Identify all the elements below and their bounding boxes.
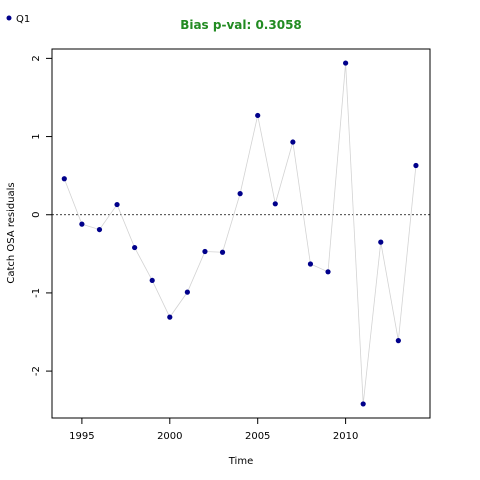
data-point-2006 <box>272 201 278 207</box>
x-axis-title: Time <box>228 456 253 467</box>
data-point-2009 <box>325 269 331 275</box>
legend-label-q1: Q1 <box>16 14 30 25</box>
data-point-1998 <box>132 244 138 251</box>
data-point-1994 <box>61 176 67 182</box>
legend-marker-q1 <box>6 15 12 21</box>
data-point-2002 <box>202 248 208 255</box>
y-tick-label--1: -1 <box>31 288 42 298</box>
data-point-2001 <box>184 289 190 295</box>
data-point-2007 <box>290 139 296 145</box>
data-point-2005 <box>255 112 261 119</box>
plot-frame <box>51 48 431 419</box>
data-point-2000 <box>167 314 173 320</box>
data-point-2004 <box>237 191 243 197</box>
y-tick-label-2: 2 <box>31 55 42 61</box>
data-point-2012 <box>378 239 384 245</box>
series-line-q1 <box>63 63 417 404</box>
data-point-2003 <box>219 249 226 255</box>
x-tick-label-1995: 1995 <box>69 431 94 442</box>
data-point-1997 <box>114 201 120 208</box>
x-tick-label-2010: 2010 <box>333 431 358 442</box>
data-point-2008 <box>307 261 314 267</box>
y-tick-label-0: 0 <box>31 212 42 218</box>
legend: Q1 <box>6 14 30 25</box>
data-point-2011 <box>360 401 366 407</box>
x-axis: 1995 2000 2005 2010 <box>69 418 358 442</box>
data-point-2010 <box>343 60 349 66</box>
data-points <box>61 60 419 407</box>
x-tick-label-2005: 2005 <box>245 431 270 442</box>
y-tick-label-1: 1 <box>31 133 42 139</box>
y-axis-title: Catch OSA residuals <box>6 182 17 283</box>
chart-title: Bias p-val: 0.3058 <box>180 18 302 32</box>
data-point-1995 <box>79 221 85 227</box>
data-point-2013 <box>395 338 401 344</box>
data-point-2014 <box>413 162 419 169</box>
y-tick-label--2: -2 <box>31 366 42 376</box>
data-point-1996 <box>96 226 103 233</box>
data-point-1999 <box>149 277 155 284</box>
x-tick-label-2000: 2000 <box>157 431 182 442</box>
y-axis: -2 -1 0 1 2 <box>31 55 52 376</box>
